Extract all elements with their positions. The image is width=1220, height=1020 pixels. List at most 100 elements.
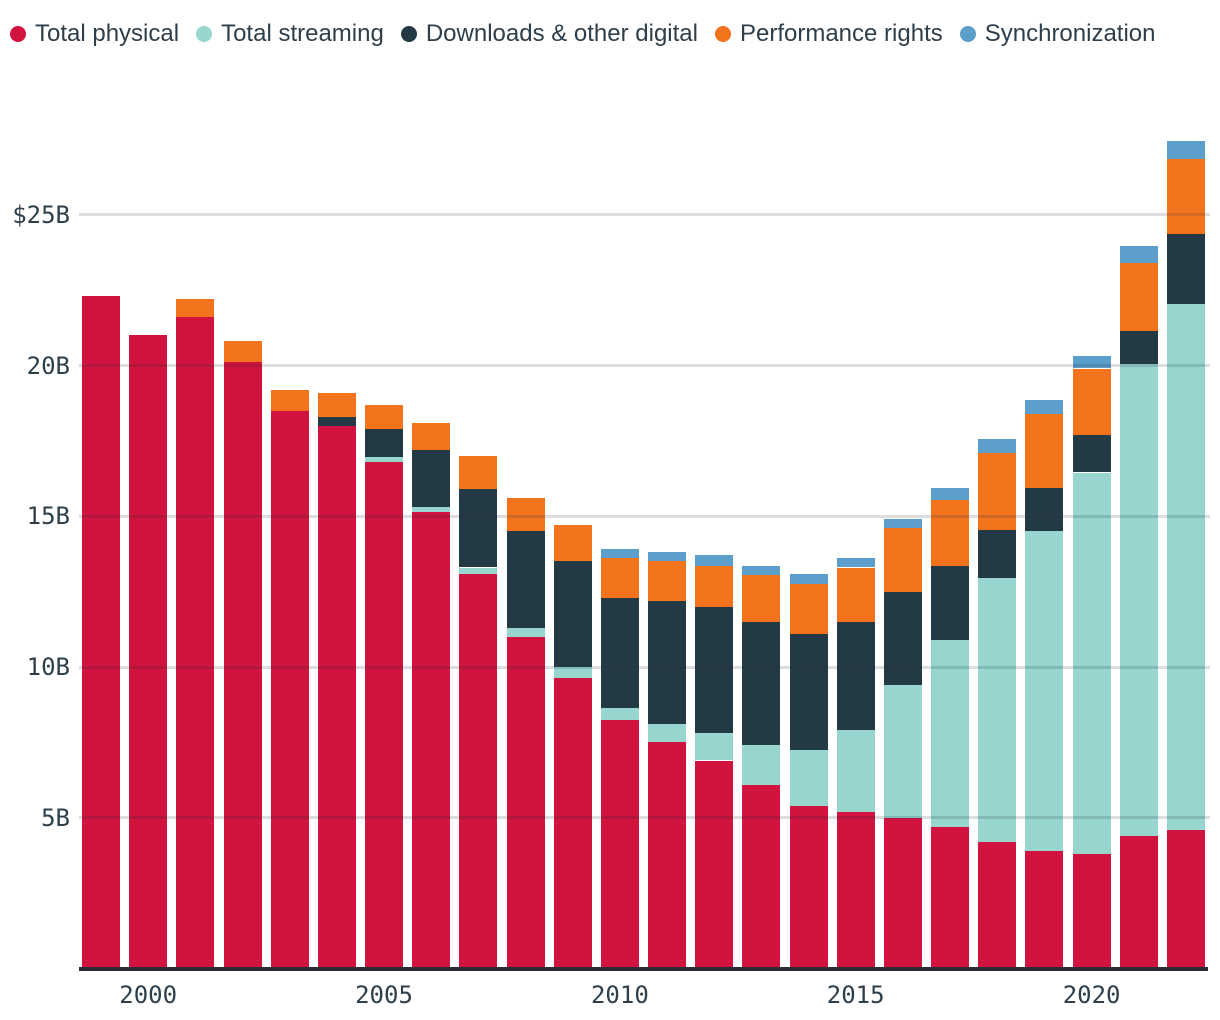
bar-segment-2015-total-streaming — [836, 730, 875, 812]
bar-segment-2020-total-physical — [1072, 853, 1111, 969]
bar-segment-2020-downloads-other-digital — [1072, 434, 1111, 473]
bar-segment-2013-performance-rights — [742, 575, 781, 622]
bar-segment-2014-synchronization — [789, 573, 828, 585]
y-axis-tick-label: 15B — [26, 502, 70, 531]
bar-segment-2019-total-physical — [1025, 850, 1064, 969]
bar-segment-2021-total-streaming — [1119, 364, 1158, 836]
bar-segment-2007-total-streaming — [459, 567, 498, 574]
bar-segment-2018-performance-rights — [978, 452, 1017, 530]
bar-segment-2016-synchronization — [883, 519, 922, 529]
legend-swatch-icon — [196, 25, 213, 42]
bar-segment-2019-total-streaming — [1025, 531, 1064, 851]
bar-segment-2014-downloads-other-digital — [789, 633, 828, 750]
bar-segment-2017-performance-rights — [931, 499, 970, 566]
bar-segment-2009-total-streaming — [553, 667, 592, 678]
bar-segment-2010-synchronization — [600, 549, 639, 559]
bar-segment-2011-synchronization — [648, 552, 686, 562]
bar-segment-2019-performance-rights — [1025, 413, 1064, 488]
bar-segment-2019-downloads-other-digital — [1025, 487, 1064, 532]
y-axis-tick-label: 20B — [26, 351, 70, 380]
bar-segment-2012-performance-rights — [695, 566, 734, 607]
bar-segment-2005-total-physical — [365, 461, 403, 969]
bar-segment-2012-total-streaming — [695, 733, 734, 761]
bar-segment-2002-total-physical — [223, 362, 262, 969]
legend-swatch-icon — [714, 25, 731, 42]
bar-segment-2014-performance-rights — [789, 584, 828, 634]
bar-segment-2014-total-physical — [789, 805, 828, 969]
bar-segment-2001-performance-rights — [176, 299, 215, 318]
bar-segment-2021-downloads-other-digital — [1119, 330, 1158, 364]
bar-segment-2002-performance-rights — [223, 341, 262, 363]
legend-item-total-streaming: Total streaming — [196, 16, 384, 51]
bar-segment-2013-total-streaming — [742, 745, 781, 785]
bar-segment-2008-performance-rights — [506, 498, 545, 532]
bar-segment-2012-downloads-other-digital — [695, 606, 734, 734]
y-axis-tick-label: 5B — [41, 803, 70, 832]
bar-segment-2016-performance-rights — [883, 528, 922, 592]
bar-segment-2006-downloads-other-digital — [412, 449, 451, 508]
bar-segment-2015-performance-rights — [836, 567, 875, 622]
x-axis-line — [79, 966, 1208, 971]
bar-segment-2018-downloads-other-digital — [978, 529, 1017, 578]
legend-swatch-icon — [10, 25, 26, 42]
bar-segment-2010-total-streaming — [600, 707, 639, 720]
bar-segment-2009-performance-rights — [553, 525, 592, 562]
bar-segment-2015-total-physical — [836, 811, 875, 969]
bar-segment-2021-performance-rights — [1119, 262, 1158, 331]
bar-segment-2008-total-streaming — [506, 627, 545, 637]
bar-segment-2013-synchronization — [742, 566, 781, 575]
bar-segment-2011-performance-rights — [648, 561, 686, 601]
bar-segment-2007-total-physical — [459, 573, 498, 969]
bar-segment-1999-total-physical — [82, 296, 120, 969]
bar-segment-2004-total-physical — [317, 425, 356, 969]
bar-segment-2011-total-streaming — [648, 724, 686, 743]
bar-segment-2000-total-physical — [129, 335, 168, 969]
bar-segment-2018-synchronization — [978, 439, 1017, 453]
bar-segment-2007-downloads-other-digital — [459, 489, 498, 568]
bar-segment-2008-total-physical — [506, 636, 545, 969]
x-axis-tick-label: 2015 — [826, 981, 885, 1009]
bar-segment-2014-total-streaming — [789, 749, 828, 806]
bar-segment-2022-performance-rights — [1166, 158, 1205, 235]
bar-segment-2012-total-physical — [695, 760, 734, 969]
bar-segment-2010-performance-rights — [600, 558, 639, 598]
x-axis-tick-label: 2005 — [355, 981, 413, 1009]
bar-segment-2004-performance-rights — [317, 392, 356, 417]
bar-segment-2013-downloads-other-digital — [742, 621, 781, 746]
bar-segment-2017-downloads-other-digital — [931, 566, 970, 640]
y-axis-tick-label: $25B — [12, 200, 70, 229]
bar-segment-2011-total-physical — [648, 742, 686, 969]
bar-segment-2020-performance-rights — [1072, 368, 1111, 435]
legend-item-downloads-other-digital: Downloads & other digital — [400, 16, 698, 51]
legend-item-performance-rights: Performance rights — [714, 16, 943, 51]
legend-swatch-icon — [959, 25, 976, 42]
bar-segment-2015-downloads-other-digital — [836, 621, 875, 731]
x-axis-tick-label: 2020 — [1062, 981, 1121, 1009]
bar-segment-2016-total-physical — [883, 817, 922, 969]
bar-segment-2011-downloads-other-digital — [648, 600, 686, 725]
bar-segment-2020-synchronization — [1072, 356, 1111, 369]
gridline-25b — [79, 213, 1210, 217]
bar-segment-2009-downloads-other-digital — [553, 561, 592, 667]
bar-segment-2012-synchronization — [695, 555, 734, 566]
bar-segment-2006-performance-rights — [412, 422, 451, 450]
bar-segment-2001-total-physical — [176, 317, 215, 969]
bar-segment-2018-total-streaming — [978, 578, 1017, 842]
bar-segment-2005-total-streaming — [365, 457, 403, 462]
bar-segment-2003-total-physical — [270, 410, 309, 969]
gridline-5b — [79, 816, 1210, 820]
bar-segment-2022-total-streaming — [1166, 303, 1205, 830]
bar-segment-2020-total-streaming — [1072, 472, 1111, 854]
legend-label: Synchronization — [984, 19, 1156, 47]
legend-label: Downloads & other digital — [425, 19, 698, 47]
bar-segment-2017-total-streaming — [931, 639, 970, 827]
bar-segment-2016-total-streaming — [883, 685, 922, 818]
bar-segment-2021-synchronization — [1119, 246, 1158, 263]
bar-segment-2010-total-physical — [600, 719, 639, 969]
gridline-20b — [79, 364, 1210, 367]
bar-segment-2006-total-physical — [412, 511, 451, 969]
x-axis-tick-label: 2000 — [119, 981, 178, 1009]
bar-segment-2006-total-streaming — [412, 507, 451, 512]
gridline-15b — [79, 514, 1210, 518]
